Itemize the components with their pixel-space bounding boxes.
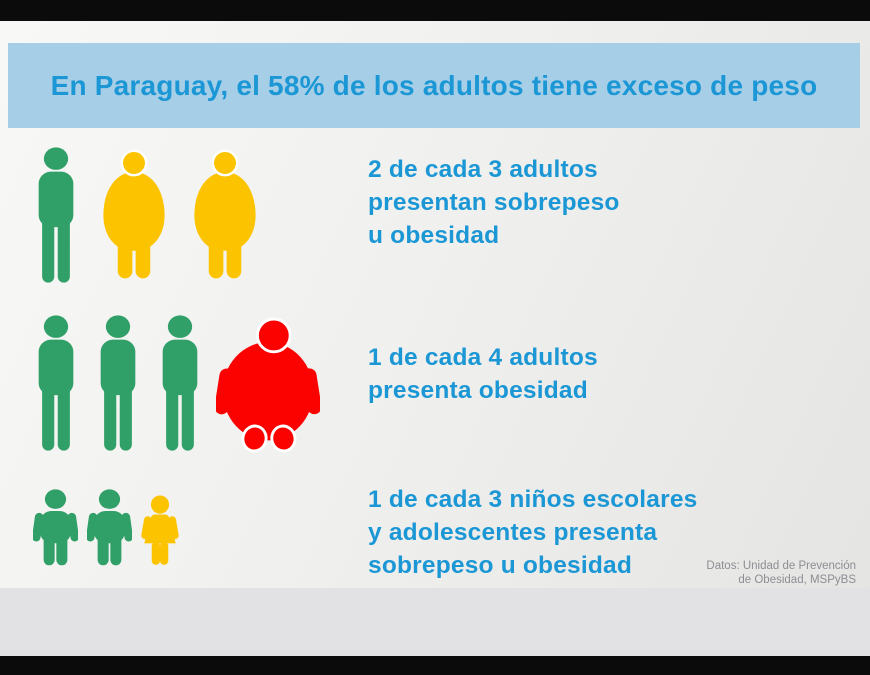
child-overweight-icon	[141, 495, 179, 565]
adult-overweight-icon	[194, 149, 256, 279]
data-source-note: Datos: Unidad de Prevención de Obesidad,…	[706, 559, 856, 587]
fact-line: u obesidad	[368, 222, 500, 249]
fact-line: presentan sobrepeso	[368, 189, 620, 216]
fact-text-children: 1 de cada 3 niños escolares y adolescent…	[368, 483, 698, 582]
fact-line: 1 de cada 3 niños escolares	[368, 486, 698, 513]
fact-line: 1 de cada 4 adultos	[368, 344, 598, 371]
fact-line: y adolescentes presenta	[368, 519, 658, 546]
source-line: Datos: Unidad de Prevención	[706, 560, 856, 572]
adult-slim-icon	[162, 315, 198, 451]
pictogram-row-children	[33, 489, 179, 567]
adult-overweight-icon	[103, 149, 165, 279]
adult-obese-icon	[216, 317, 320, 453]
footer-band: TESÃI HA TEKO PORÃVE Motenondeha Ministe…	[0, 588, 870, 656]
fact-line: 2 de cada 3 adultos	[368, 156, 598, 183]
adult-slim-icon	[38, 315, 74, 451]
fact-line: presenta obesidad	[368, 377, 588, 404]
letterbox-bottom	[0, 656, 870, 675]
child-icon	[87, 489, 132, 566]
fact-text-adults-obese: 1 de cada 4 adultos presenta obesidad	[368, 341, 598, 407]
pictogram-row-adults-overweight	[30, 140, 264, 290]
adult-slim-icon	[100, 315, 136, 451]
title-band: En Paraguay, el 58% de los adultos tiene…	[8, 43, 860, 128]
source-line: de Obesidad, MSPyBS	[738, 574, 856, 586]
fact-line: sobrepeso u obesidad	[368, 552, 633, 579]
letterbox-top	[0, 0, 870, 21]
page-title: En Paraguay, el 58% de los adultos tiene…	[50, 69, 818, 101]
pictogram-row-adults-obese	[30, 311, 320, 458]
child-icon	[33, 489, 78, 566]
adult-slim-icon	[38, 147, 74, 283]
fact-text-adults-overweight: 2 de cada 3 adultos presentan sobrepeso …	[368, 153, 620, 252]
